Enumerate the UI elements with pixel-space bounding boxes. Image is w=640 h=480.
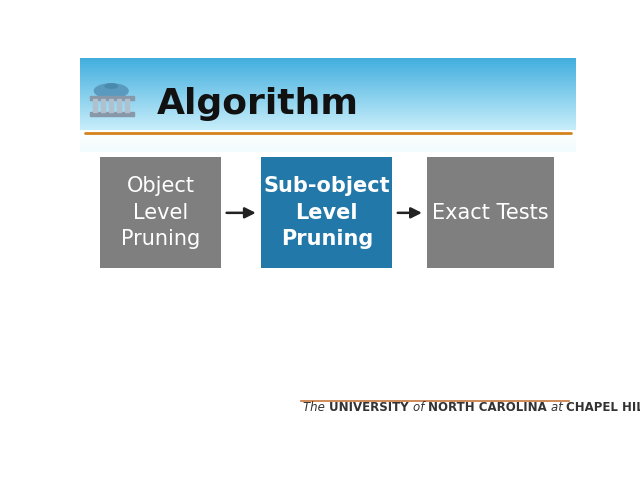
Text: Exact Tests: Exact Tests xyxy=(432,203,548,223)
Text: CHAPEL HILL: CHAPEL HILL xyxy=(566,401,640,414)
Text: Object
Level
Pruning: Object Level Pruning xyxy=(121,177,200,249)
Bar xyxy=(100,157,221,268)
Text: of: of xyxy=(413,401,428,414)
Bar xyxy=(93,99,97,112)
Ellipse shape xyxy=(105,84,118,88)
Text: at: at xyxy=(550,401,566,414)
Text: Algorithm: Algorithm xyxy=(157,87,359,121)
Bar xyxy=(125,99,129,112)
Text: NORTH CAROLINA: NORTH CAROLINA xyxy=(428,401,550,414)
Ellipse shape xyxy=(94,84,128,98)
Bar xyxy=(90,96,134,100)
Bar xyxy=(428,157,554,268)
Text: Sub-object
Level
Pruning: Sub-object Level Pruning xyxy=(264,177,390,249)
Text: UNIVERSITY: UNIVERSITY xyxy=(329,401,413,414)
Text: The: The xyxy=(303,401,329,414)
Bar xyxy=(117,99,121,112)
Bar xyxy=(90,112,134,116)
Bar xyxy=(109,99,113,112)
Bar xyxy=(261,157,392,268)
Bar xyxy=(101,99,106,112)
